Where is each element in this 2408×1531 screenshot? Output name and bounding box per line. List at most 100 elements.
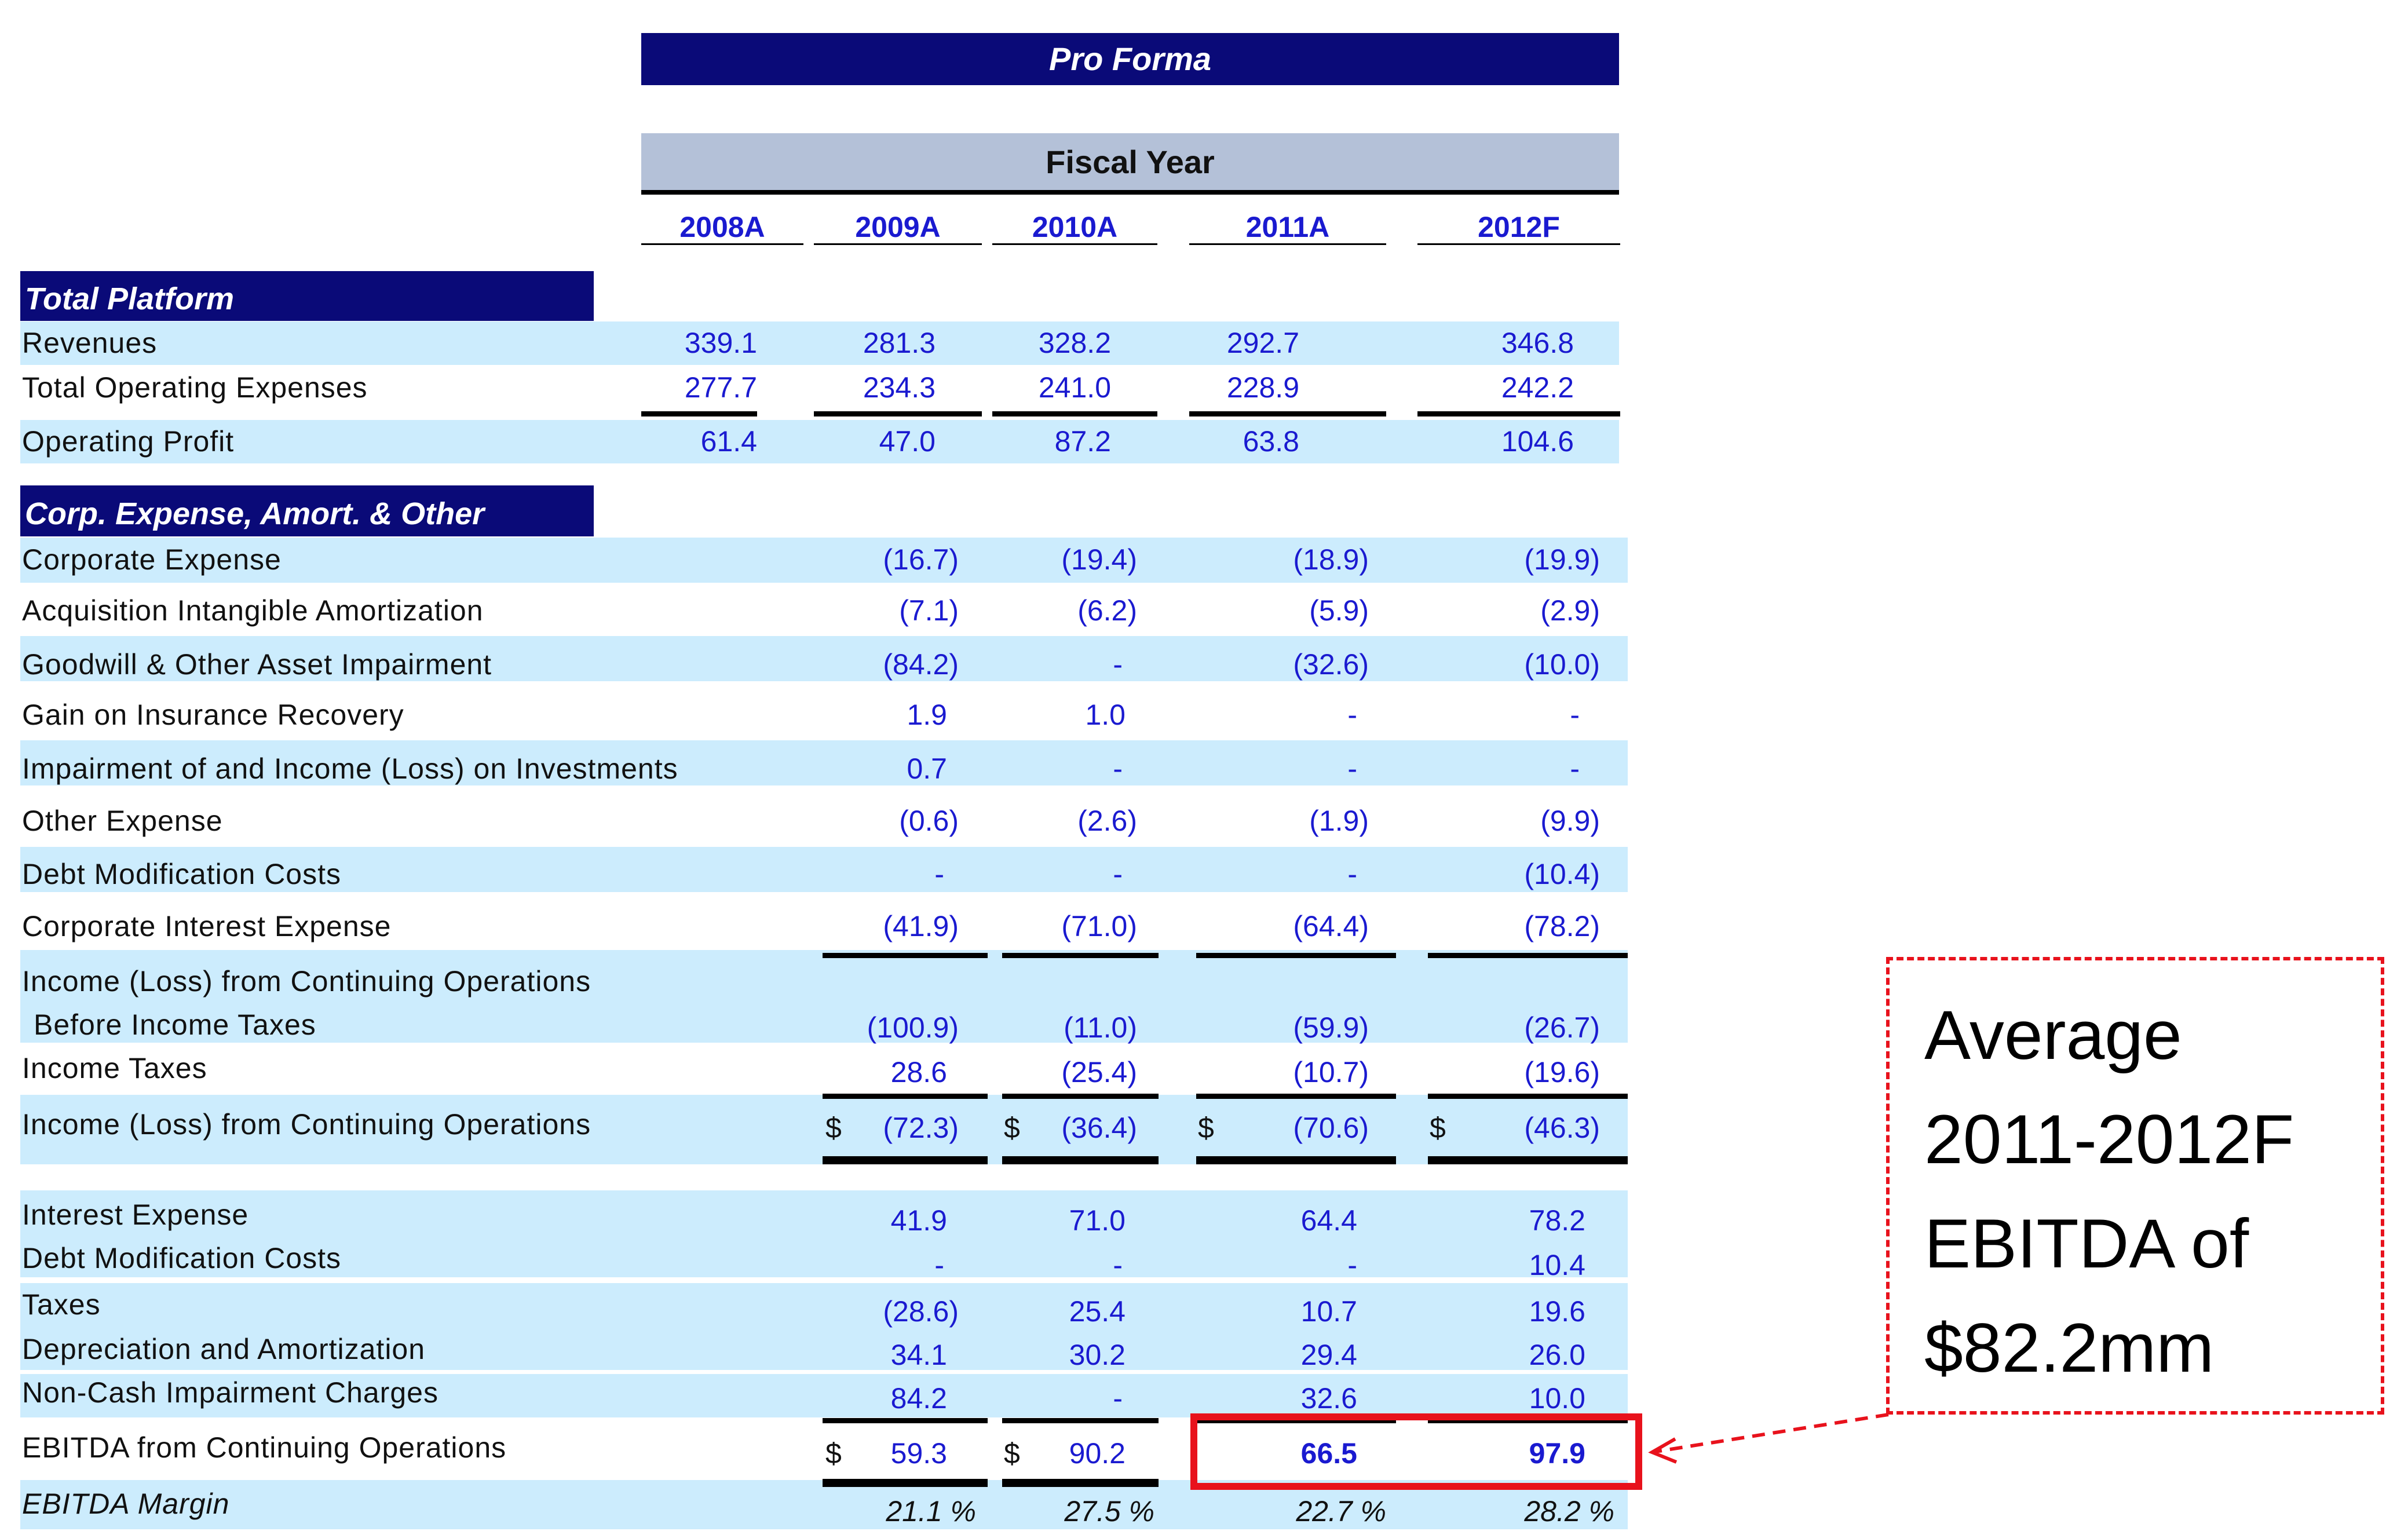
double-rule <box>1002 1479 1159 1487</box>
debt-mod-2-2012f: 10.4 <box>1529 1249 1585 1281</box>
row-label-income-before-tax-1: Income (Loss) from Continuing Operations <box>22 965 591 997</box>
row-label-income-taxes: Income Taxes <box>22 1052 207 1084</box>
fiscal-year-rule <box>641 190 1619 195</box>
section-total-platform: Total Platform <box>20 271 594 321</box>
goodwill-2010a: - <box>1113 648 1123 681</box>
total-opex-2009a: 234.3 <box>863 371 936 404</box>
subtotal-rule <box>823 1094 988 1099</box>
row-label-impairment-investments: Impairment of and Income (Loss) on Inves… <box>22 752 678 785</box>
ebitda-margin-2012f: 28.2 % <box>1524 1495 1614 1528</box>
income-cont-ops-2010a: (36.4) <box>1061 1112 1137 1144</box>
ebitda-2011a: 66.5 <box>1300 1437 1357 1470</box>
row-label-acq-amort: Acquisition Intangible Amortization <box>22 594 484 627</box>
dep-amort-2010a: 30.2 <box>1069 1339 1126 1371</box>
subtotal-rule <box>992 411 1157 416</box>
callout-line-2: 2011-2012F <box>1924 1101 2294 1178</box>
subtotal-rule <box>823 953 988 958</box>
year-rule-2012f <box>1417 243 1620 245</box>
subtotal-rule <box>1002 953 1159 958</box>
corp-interest-2011a: (64.4) <box>1293 910 1369 942</box>
row-label-corp-interest: Corporate Interest Expense <box>22 910 392 942</box>
operating-profit-2009a: 47.0 <box>879 425 936 458</box>
income-before-tax-2011a: (59.9) <box>1293 1011 1369 1044</box>
year-2009a: 2009A <box>855 211 941 243</box>
income-before-tax-2010a: (11.0) <box>1064 1011 1137 1044</box>
row-label-ebitda-margin: EBITDA Margin <box>22 1488 230 1520</box>
corp-interest-2012f: (78.2) <box>1524 910 1600 942</box>
corp-interest-2009a: (41.9) <box>883 910 959 942</box>
gain-insurance-2010a: 1.0 <box>1085 699 1126 731</box>
total-opex-2011a: 228.9 <box>1226 371 1299 404</box>
revenues-2010a: 328.2 <box>1038 327 1111 359</box>
operating-profit-2011a: 63.8 <box>1243 425 1299 458</box>
double-rule <box>1428 1156 1628 1164</box>
impairment-investments-2011a: - <box>1347 752 1357 785</box>
row-label-interest-expense: Interest Expense <box>22 1199 249 1231</box>
double-rule <box>1002 1156 1159 1164</box>
taxes-2009a: (28.6) <box>883 1295 959 1328</box>
income-taxes-2009a: 28.6 <box>890 1056 947 1088</box>
interest-expense-2010a: 71.0 <box>1069 1204 1126 1237</box>
row-bg <box>20 321 1619 365</box>
interest-expense-2009a: 41.9 <box>890 1204 947 1237</box>
non-cash-2011a: 32.6 <box>1300 1382 1357 1415</box>
gain-insurance-2009a: 1.9 <box>907 699 947 731</box>
interest-expense-2012f: 78.2 <box>1529 1204 1585 1237</box>
row-bg <box>20 1283 1628 1370</box>
row-bg <box>20 538 1628 583</box>
income-cont-ops-2011a: (70.6) <box>1293 1112 1369 1144</box>
corporate-expense-2010a: (19.4) <box>1061 543 1137 576</box>
acq-amort-2009a: (7.1) <box>899 594 959 627</box>
revenues-2009a: 281.3 <box>863 327 936 359</box>
impairment-investments-2012f: - <box>1570 752 1580 785</box>
dep-amort-2012f: 26.0 <box>1529 1339 1585 1371</box>
row-label-income-cont-ops: Income (Loss) from Continuing Operations <box>22 1108 591 1141</box>
year-rule-2011a <box>1189 243 1386 245</box>
total-opex-2012f: 242.2 <box>1501 371 1574 404</box>
income-taxes-2011a: (10.7) <box>1293 1056 1369 1088</box>
subtotal-rule <box>1417 411 1620 416</box>
currency-symbol: $ <box>1430 1112 1446 1144</box>
row-label-debt-mod-1: Debt Modification Costs <box>22 858 342 890</box>
subtotal-rule <box>1196 953 1396 958</box>
row-bg <box>20 636 1628 681</box>
operating-profit-2008a: 61.4 <box>700 425 757 458</box>
row-label-income-before-tax-2: Before Income Taxes <box>34 1009 316 1041</box>
total-opex-2008a: 277.7 <box>684 371 757 404</box>
callout-line-3: EBITDA of <box>1924 1205 2249 1282</box>
currency-symbol: $ <box>1004 1437 1020 1470</box>
year-2008a: 2008A <box>679 211 765 243</box>
income-taxes-2010a: (25.4) <box>1061 1056 1137 1088</box>
corporate-expense-2011a: (18.9) <box>1293 543 1369 576</box>
impairment-investments-2009a: 0.7 <box>907 752 947 785</box>
row-label-ebitda: EBITDA from Continuing Operations <box>22 1431 507 1464</box>
ebitda-2009a: 59.3 <box>890 1437 947 1470</box>
revenues-2012f: 346.8 <box>1501 327 1574 359</box>
callout-line-4: $82.2mm <box>1924 1309 2215 1387</box>
row-label-debt-mod-2: Debt Modification Costs <box>22 1242 342 1274</box>
goodwill-2012f: (10.0) <box>1524 648 1600 681</box>
year-rule-2008a <box>641 243 803 245</box>
other-expense-2010a: (2.6) <box>1077 805 1137 837</box>
subtotal-rule <box>1196 1094 1396 1099</box>
callout-arrow <box>1648 1413 1889 1464</box>
row-bg <box>20 740 1628 785</box>
row-label-total-opex: Total Operating Expenses <box>22 371 368 404</box>
goodwill-2009a: (84.2) <box>883 648 959 681</box>
ebitda-margin-2011a: 22.7 % <box>1296 1495 1386 1528</box>
subtotal-rule <box>1428 1094 1628 1099</box>
taxes-2011a: 10.7 <box>1300 1295 1357 1328</box>
double-rule <box>823 1479 988 1487</box>
subtotal-rule <box>1428 1418 1628 1423</box>
subtotal-rule <box>814 411 982 416</box>
ebitda-margin-2009a: 21.1 % <box>886 1495 976 1528</box>
impairment-investments-2010a: - <box>1113 752 1123 785</box>
debt-mod-2-2009a: - <box>934 1249 944 1281</box>
gain-insurance-2011a: - <box>1347 699 1357 731</box>
corporate-expense-2012f: (19.9) <box>1524 543 1600 576</box>
acq-amort-2010a: (6.2) <box>1077 594 1137 627</box>
subtotal-rule <box>641 411 757 416</box>
debt-mod-1-2012f: (10.4) <box>1524 858 1600 890</box>
callout-line-1: Average <box>1924 996 2182 1074</box>
non-cash-2010a: - <box>1113 1382 1123 1415</box>
